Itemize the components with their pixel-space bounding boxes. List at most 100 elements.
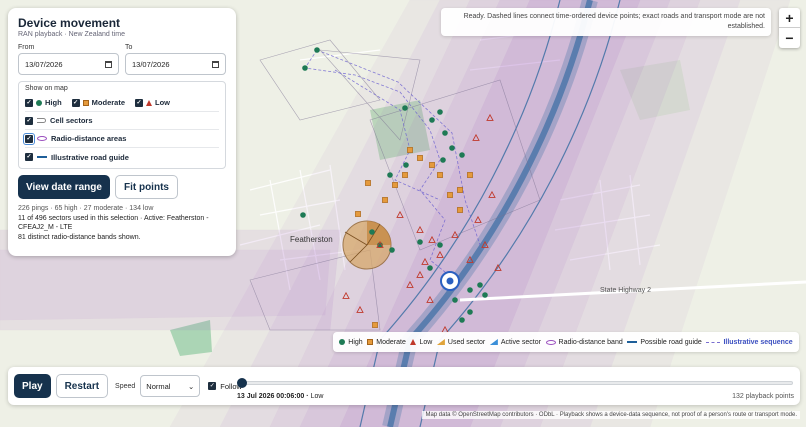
low-point[interactable]: [342, 291, 350, 299]
zoom-out-button[interactable]: −: [785, 30, 794, 46]
high-point[interactable]: [402, 105, 408, 111]
low-point[interactable]: [356, 305, 364, 313]
low-point[interactable]: [396, 210, 404, 218]
high-point[interactable]: [403, 162, 409, 168]
high-point[interactable]: [437, 242, 443, 248]
cell-sectors-checkbox[interactable]: ✓: [25, 116, 33, 125]
moderate-point[interactable]: [392, 182, 398, 188]
high-point[interactable]: [440, 157, 446, 163]
high-point[interactable]: [369, 229, 375, 235]
active-sector[interactable]: [342, 220, 392, 270]
to-date-input[interactable]: 13/07/2026: [125, 53, 226, 75]
high-point[interactable]: [459, 152, 465, 158]
high-point[interactable]: [442, 130, 448, 136]
low-point[interactable]: [428, 235, 436, 243]
low-point[interactable]: [486, 113, 494, 121]
follow-toggle[interactable]: ✓ Follow: [208, 382, 242, 391]
moderate-point[interactable]: [447, 192, 453, 198]
band-icon: [37, 136, 47, 141]
from-date-value: 13/07/2026: [25, 59, 63, 69]
current-position-marker[interactable]: [440, 271, 460, 291]
moderate-point[interactable]: [382, 197, 388, 203]
radio-distance-row[interactable]: ✓ Radio-distance areas: [23, 130, 219, 148]
band-icon: [545, 339, 556, 345]
used-sector-icon: [436, 339, 445, 345]
selection-stats: 226 pings · 65 high · 27 moderate · 134 …: [18, 204, 226, 242]
legend-radio-band: Radio-distance band: [558, 338, 623, 346]
high-point[interactable]: [302, 65, 308, 71]
moderate-point[interactable]: [457, 207, 463, 213]
low-point[interactable]: [406, 280, 414, 288]
high-point[interactable]: [437, 109, 443, 115]
high-point[interactable]: [459, 317, 465, 323]
low-point[interactable]: [474, 215, 482, 223]
playback-track[interactable]: [243, 381, 793, 385]
playback-points-count: 132 playback points: [732, 393, 794, 400]
low-point[interactable]: [416, 270, 424, 278]
radio-distance-label: Radio-distance areas: [51, 134, 127, 143]
low-point[interactable]: [481, 240, 489, 248]
follow-checkbox[interactable]: ✓: [208, 382, 217, 390]
high-point[interactable]: [467, 287, 473, 293]
road-guide-row[interactable]: ✓ Illustrative road guide: [25, 148, 219, 166]
low-point[interactable]: [436, 250, 444, 258]
view-date-range-button[interactable]: View date range: [18, 175, 110, 199]
high-point[interactable]: [477, 282, 483, 288]
low-point[interactable]: [494, 263, 502, 271]
legend-used-sector: Used sector: [447, 338, 486, 346]
high-point[interactable]: [314, 47, 320, 53]
moderate-point[interactable]: [355, 211, 361, 217]
moderate-point[interactable]: [402, 172, 408, 178]
high-point[interactable]: [482, 292, 488, 298]
ping-stats: 226 pings · 65 high · 27 moderate · 134 …: [18, 205, 154, 212]
low-point[interactable]: [466, 255, 474, 263]
low-point[interactable]: [451, 230, 459, 238]
high-point[interactable]: [452, 297, 458, 303]
radio-distance-checkbox[interactable]: ✓: [23, 132, 35, 145]
follow-label: Follow: [220, 381, 242, 391]
low-point[interactable]: [488, 190, 496, 198]
calendar-icon[interactable]: [212, 60, 219, 68]
high-point[interactable]: [429, 117, 435, 123]
sector-icon: [37, 118, 46, 123]
from-date-input[interactable]: 13/07/2026: [18, 53, 119, 75]
moderate-point[interactable]: [417, 155, 423, 161]
low-checkbox[interactable]: ✓: [135, 98, 144, 107]
moderate-point[interactable]: [467, 172, 473, 178]
restart-button[interactable]: Restart: [55, 374, 109, 398]
moderate-point[interactable]: [407, 147, 413, 153]
low-point[interactable]: [421, 257, 429, 265]
status-message: Ready. Dashed lines connect time-ordered…: [441, 8, 771, 36]
moderate-point[interactable]: [372, 322, 378, 328]
to-date-value: 13/07/2026: [132, 59, 170, 69]
road-guide-checkbox[interactable]: ✓: [25, 153, 33, 161]
high-point[interactable]: [467, 309, 473, 315]
high-point[interactable]: [449, 145, 455, 151]
high-point[interactable]: [300, 212, 306, 218]
high-point[interactable]: [427, 265, 433, 271]
fit-points-button[interactable]: Fit points: [114, 175, 178, 199]
moderate-point[interactable]: [437, 172, 443, 178]
playback-level: Low: [310, 393, 324, 400]
high-point[interactable]: [417, 239, 423, 245]
low-point[interactable]: [472, 133, 480, 141]
playback-thumb[interactable]: [237, 378, 247, 388]
band-stats: 81 distinct radio-distance bands shown.: [18, 233, 141, 241]
low-point[interactable]: [416, 225, 424, 233]
calendar-icon[interactable]: [105, 60, 112, 68]
cell-sectors-row[interactable]: ✓ Cell sectors: [25, 112, 219, 130]
moderate-point[interactable]: [457, 187, 463, 193]
high-checkbox[interactable]: ✓: [25, 98, 33, 107]
play-button[interactable]: Play: [14, 374, 51, 398]
high-point[interactable]: [389, 247, 395, 253]
zoom-in-button[interactable]: +: [779, 8, 800, 28]
moderate-point[interactable]: [429, 162, 435, 168]
low-point[interactable]: [426, 295, 434, 303]
legend-sequence: Illustrative sequence: [723, 338, 793, 346]
moderate-point[interactable]: [365, 180, 371, 186]
high-point[interactable]: [387, 172, 393, 178]
speed-select[interactable]: Normal ⌄: [140, 375, 201, 397]
low-point[interactable]: [376, 240, 384, 248]
moderate-checkbox[interactable]: ✓: [71, 98, 80, 107]
